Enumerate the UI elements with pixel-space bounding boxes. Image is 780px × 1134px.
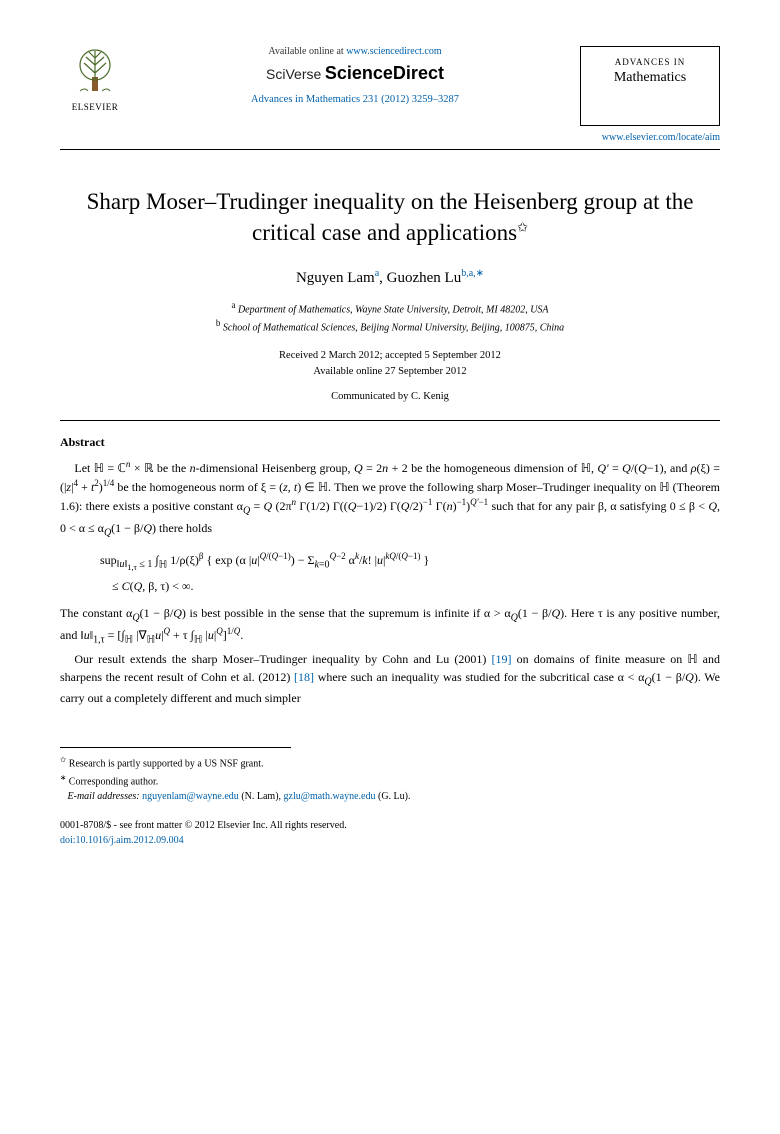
abstract-p3: Our result extends the sharp Moser–Trudi… — [60, 650, 720, 707]
abstract-display-equation: sup‖u‖1,τ ≤ 1 ∫ℍ 1/ρ(ξ)β { exp (α |u|Q/(… — [100, 548, 720, 598]
journal-name-bottom: Mathematics — [585, 69, 715, 87]
available-online: Available online at www.sciencedirect.co… — [130, 46, 580, 57]
footnote-rule — [60, 747, 291, 754]
corresponding-text: Corresponding author. — [69, 776, 158, 787]
funding-text: Research is partly supported by a US NSF… — [69, 759, 264, 770]
footnote-corresponding: ∗ Corresponding author. — [60, 772, 720, 789]
copyright-block: 0001-8708/$ - see front matter © 2012 El… — [60, 818, 720, 848]
abstract-heading: Abstract — [60, 435, 720, 450]
affiliation-text: School of Mathematical Sciences, Beijing… — [223, 323, 564, 334]
journal-reference: Advances in Mathematics 231 (2012) 3259–… — [130, 94, 580, 105]
received-accepted: Received 2 March 2012; accepted 5 Septem… — [60, 348, 720, 364]
email-who: (N. Lam) — [241, 791, 278, 802]
title-text: Sharp Moser–Trudinger inequality on the … — [87, 189, 694, 245]
sciverse-text: SciVerse — [266, 66, 321, 82]
communicated-by: Communicated by C. Kenig — [60, 391, 720, 402]
corresponding-symbol: ∗ — [60, 773, 66, 782]
email-who: (G. Lu) — [378, 791, 408, 802]
abstract-body: Let ℍ = ℂn × ℝ be the n-dimensional Heis… — [60, 458, 720, 707]
footnote-emails: E-mail addresses: nguyenlam@wayne.edu (N… — [60, 789, 720, 804]
email-link[interactable]: gzlu@math.wayne.edu — [284, 791, 376, 802]
publication-dates: Received 2 March 2012; accepted 5 Septem… — [60, 348, 720, 380]
author-name: Nguyen Lam — [296, 270, 375, 286]
locate-link[interactable]: www.elsevier.com/locate/aim — [602, 132, 720, 143]
paper-title: Sharp Moser–Trudinger inequality on the … — [60, 186, 720, 248]
elsevier-tree-icon — [68, 40, 123, 100]
affiliations: a Department of Mathematics, Wayne State… — [60, 299, 720, 336]
affiliation-mark: a — [231, 300, 235, 310]
email-link[interactable]: nguyenlam@wayne.edu — [142, 791, 239, 802]
affiliation-text: Department of Mathematics, Wayne State U… — [238, 304, 549, 315]
author-name: Guozhen Lu — [387, 270, 462, 286]
footnote-funding: ✩ Research is partly supported by a US N… — [60, 754, 720, 771]
locate-link-wrap: www.elsevier.com/locate/aim — [580, 132, 720, 143]
funding-symbol: ✩ — [60, 755, 66, 764]
author-1: Guozhen Lub,a,∗ — [387, 270, 484, 286]
authors: Nguyen Lama, Guozhen Lub,a,∗ — [60, 268, 720, 287]
journal-name-top: ADVANCES IN — [585, 57, 715, 69]
abstract-p1: Let ℍ = ℂn × ℝ be the n-dimensional Heis… — [60, 458, 720, 540]
publisher-label: ELSEVIER — [72, 102, 119, 112]
publisher-right: ADVANCES IN Mathematics www.elsevier.com… — [580, 40, 720, 143]
title-note-symbol: ✩ — [517, 219, 528, 234]
publisher-left: ELSEVIER — [60, 40, 130, 112]
doi-link[interactable]: doi:10.1016/j.aim.2012.09.004 — [60, 835, 184, 846]
sciverse-logo: SciVerse ScienceDirect — [130, 63, 580, 84]
sciencedirect-link[interactable]: www.sciencedirect.com — [346, 46, 441, 57]
abstract-p2: The constant αQ(1 − β/Q) is best possibl… — [60, 604, 720, 648]
publisher-center: Available online at www.sciencedirect.co… — [130, 40, 580, 105]
sciencedirect-text: ScienceDirect — [325, 63, 444, 83]
copyright-line: 0001-8708/$ - see front matter © 2012 El… — [60, 818, 720, 833]
author-marks: b,a,∗ — [461, 268, 484, 279]
footnotes: ✩ Research is partly supported by a US N… — [60, 754, 720, 804]
author-sep: , — [379, 270, 387, 286]
publisher-header: ELSEVIER Available online at www.science… — [60, 40, 720, 147]
available-online-date: Available online 27 September 2012 — [60, 364, 720, 380]
affiliation-row: a Department of Mathematics, Wayne State… — [60, 299, 720, 317]
header-rule — [60, 149, 720, 150]
affiliation-mark: b — [216, 318, 221, 328]
author-0: Nguyen Lama — [296, 270, 379, 286]
email-label: E-mail addresses: — [68, 791, 140, 802]
abstract-rule — [60, 420, 720, 421]
available-text: Available online at — [268, 46, 346, 57]
journal-cover-box: ADVANCES IN Mathematics — [580, 46, 720, 126]
affiliation-row: b School of Mathematical Sciences, Beiji… — [60, 317, 720, 335]
